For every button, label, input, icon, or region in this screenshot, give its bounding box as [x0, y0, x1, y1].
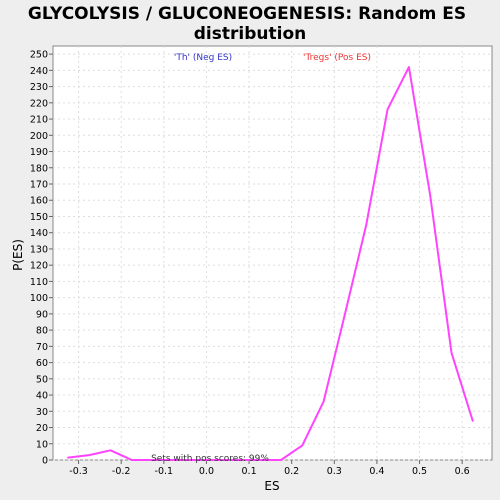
y-tick-label: 40 — [36, 391, 48, 402]
data-point — [109, 449, 112, 452]
data-point — [173, 459, 176, 461]
data-point — [386, 108, 389, 111]
plot-area — [52, 45, 493, 461]
y-tick-label: 10 — [36, 439, 48, 450]
y-axis-label: P(ES) — [11, 239, 25, 271]
x-tick-label: 0.5 — [412, 466, 427, 477]
data-point — [472, 420, 474, 422]
y-tick-label: 250 — [30, 50, 48, 61]
data-point — [301, 444, 304, 447]
y-tick-label: 160 — [30, 196, 48, 207]
y-tick-label: 230 — [30, 82, 48, 93]
y-tick-label: 20 — [36, 423, 48, 434]
data-point — [280, 459, 282, 461]
neg-es-label: 'Th' (Neg ES) — [174, 53, 232, 63]
data-point — [450, 352, 453, 354]
data-point — [408, 66, 410, 68]
y-tick-label: 60 — [36, 358, 48, 369]
y-tick-label: 200 — [30, 131, 48, 142]
pos-es-label: 'Tregs' (Pos ES) — [303, 53, 371, 63]
series-line — [67, 66, 474, 461]
x-tick-label: 0.4 — [369, 466, 384, 477]
y-tick-label: 110 — [30, 277, 48, 288]
pos-scores-footer: Sets with pos scores: 99% — [151, 454, 269, 464]
y-tick-label: 210 — [30, 115, 48, 126]
y-tick-label: 180 — [30, 163, 48, 174]
y-tick-label: 240 — [30, 66, 48, 77]
data-point — [194, 459, 197, 461]
data-point — [322, 400, 325, 403]
chart-title-line2: distribution — [194, 24, 306, 44]
y-tick-label: 50 — [36, 374, 48, 385]
data-point — [88, 454, 91, 456]
data-point — [216, 459, 218, 461]
data-point — [365, 223, 368, 226]
y-axis-ticks: 0 10 20 30 40 50 60 70 80 90 100 110 120 130 140 150 160… — [30, 50, 53, 467]
series-layer — [67, 66, 474, 461]
y-tick-label: 90 — [36, 309, 48, 320]
x-tick-label: -0.2 — [112, 466, 131, 477]
y-tick-label: 220 — [30, 98, 48, 109]
y-tick-label: 30 — [36, 407, 48, 418]
y-tick-label: 170 — [30, 180, 48, 191]
x-tick-label: 0.1 — [242, 466, 257, 477]
grid-lines — [53, 46, 492, 461]
data-point — [429, 194, 431, 197]
y-tick-label: 70 — [36, 342, 48, 353]
data-point — [152, 459, 154, 461]
x-tick-label: 0.6 — [455, 466, 470, 477]
y-tick-label: 100 — [30, 293, 48, 304]
y-tick-label: 130 — [30, 244, 48, 255]
chart-title-line1: GLYCOLYSIS / GLUCONEOGENESIS: Random ES — [28, 4, 466, 24]
data-point — [237, 459, 240, 461]
x-tick-label: 0.3 — [327, 466, 342, 477]
data-point — [67, 456, 69, 459]
y-tick-label: 120 — [30, 261, 48, 272]
y-tick-label: 140 — [30, 228, 48, 239]
x-tick-label: 0.2 — [284, 466, 299, 477]
data-point — [258, 459, 261, 461]
y-tick-label: 0 — [42, 456, 48, 467]
x-tick-label: -0.3 — [69, 466, 88, 477]
y-tick-label: 80 — [36, 326, 48, 337]
x-axis-ticks: -0.3 -0.2 -0.1 0.0 0.1 0.2 0.3 0.4 0.5 0.6 — [69, 460, 470, 477]
data-point — [344, 313, 346, 315]
x-tick-label: 0.0 — [199, 466, 214, 477]
x-axis-label: ES — [264, 479, 279, 493]
x-tick-label: -0.1 — [155, 466, 174, 477]
data-point — [131, 459, 133, 461]
y-tick-label: 150 — [30, 212, 48, 223]
y-tick-label: 190 — [30, 147, 48, 158]
